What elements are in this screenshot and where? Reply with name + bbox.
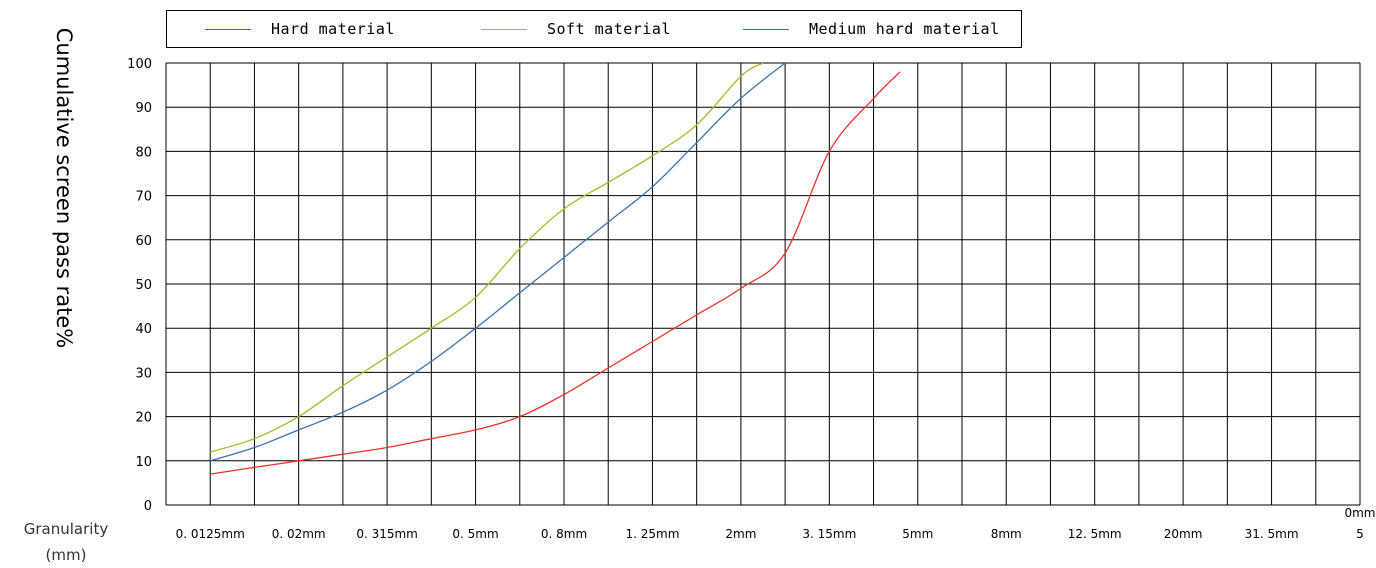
legend-swatch-hard xyxy=(205,28,251,30)
x-tick-label: 0. 5mm xyxy=(452,527,498,541)
x-tick-label: 0. 0125mm xyxy=(176,527,245,541)
x-axis-label-unit: (mm) xyxy=(45,546,87,564)
legend-item-medium: Medium hard material xyxy=(743,11,1000,47)
y-tick-label: 10 xyxy=(135,455,152,470)
x-tick-label: 20mm xyxy=(1164,527,1203,541)
x-tick-label: 0. 02mm xyxy=(272,527,326,541)
x-tick-label: 5mm xyxy=(902,527,933,541)
legend-label-medium: Medium hard material xyxy=(809,20,1000,38)
series-line-medium xyxy=(210,62,786,462)
y-tick-label: 60 xyxy=(135,234,152,249)
legend-swatch-soft xyxy=(481,28,527,30)
x-tick-label: 5 xyxy=(1356,527,1364,541)
x-tick-label: 8mm xyxy=(991,527,1022,541)
series-line-soft xyxy=(210,62,764,453)
x-axis-label-text: Granularity xyxy=(23,520,109,538)
y-tick-label: 70 xyxy=(135,190,152,205)
legend: Hard material Soft material Medium hard … xyxy=(166,10,1022,48)
series-line-hard xyxy=(210,71,901,475)
legend-swatch-medium xyxy=(743,28,789,30)
y-tick-label: 40 xyxy=(135,322,152,337)
x-tick-label: 1. 25mm xyxy=(625,527,679,541)
y-tick-label: 100 xyxy=(127,57,152,72)
y-tick-label: 90 xyxy=(135,101,152,116)
x-tick-label: 0. 315mm xyxy=(356,527,418,541)
y-tick-label: 50 xyxy=(135,278,152,293)
y-tick-label: 30 xyxy=(135,366,152,381)
legend-item-hard: Hard material xyxy=(205,11,395,47)
x-tick-label: 0. 8mm xyxy=(541,527,587,541)
x-axis-label: Granularity (mm) xyxy=(6,516,126,568)
y-tick-labels: 0 10 20 30 40 50 60 70 80 90 100 xyxy=(127,57,152,514)
x-tick-label: 3. 15mm xyxy=(802,527,856,541)
legend-item-soft: Soft material xyxy=(481,11,671,47)
y-tick-label: 0 xyxy=(144,499,152,514)
y-tick-label: 80 xyxy=(135,145,152,160)
grid-lines xyxy=(165,62,1361,506)
x-tick-overflow-label: 0mm xyxy=(1344,506,1375,520)
series-lines xyxy=(210,62,901,475)
x-tick-label: 2mm xyxy=(725,527,756,541)
legend-label-soft: Soft material xyxy=(547,20,671,38)
x-tick-label: 31. 5mm xyxy=(1245,527,1299,541)
legend-label-hard: Hard material xyxy=(271,20,395,38)
x-tick-labels: 0. 0125mm 0. 02mm 0. 315mm 0. 5mm 0. 8mm 1. 2… xyxy=(176,527,1364,541)
x-tick-label: 12. 5mm xyxy=(1068,527,1122,541)
y-tick-label: 20 xyxy=(135,411,152,426)
